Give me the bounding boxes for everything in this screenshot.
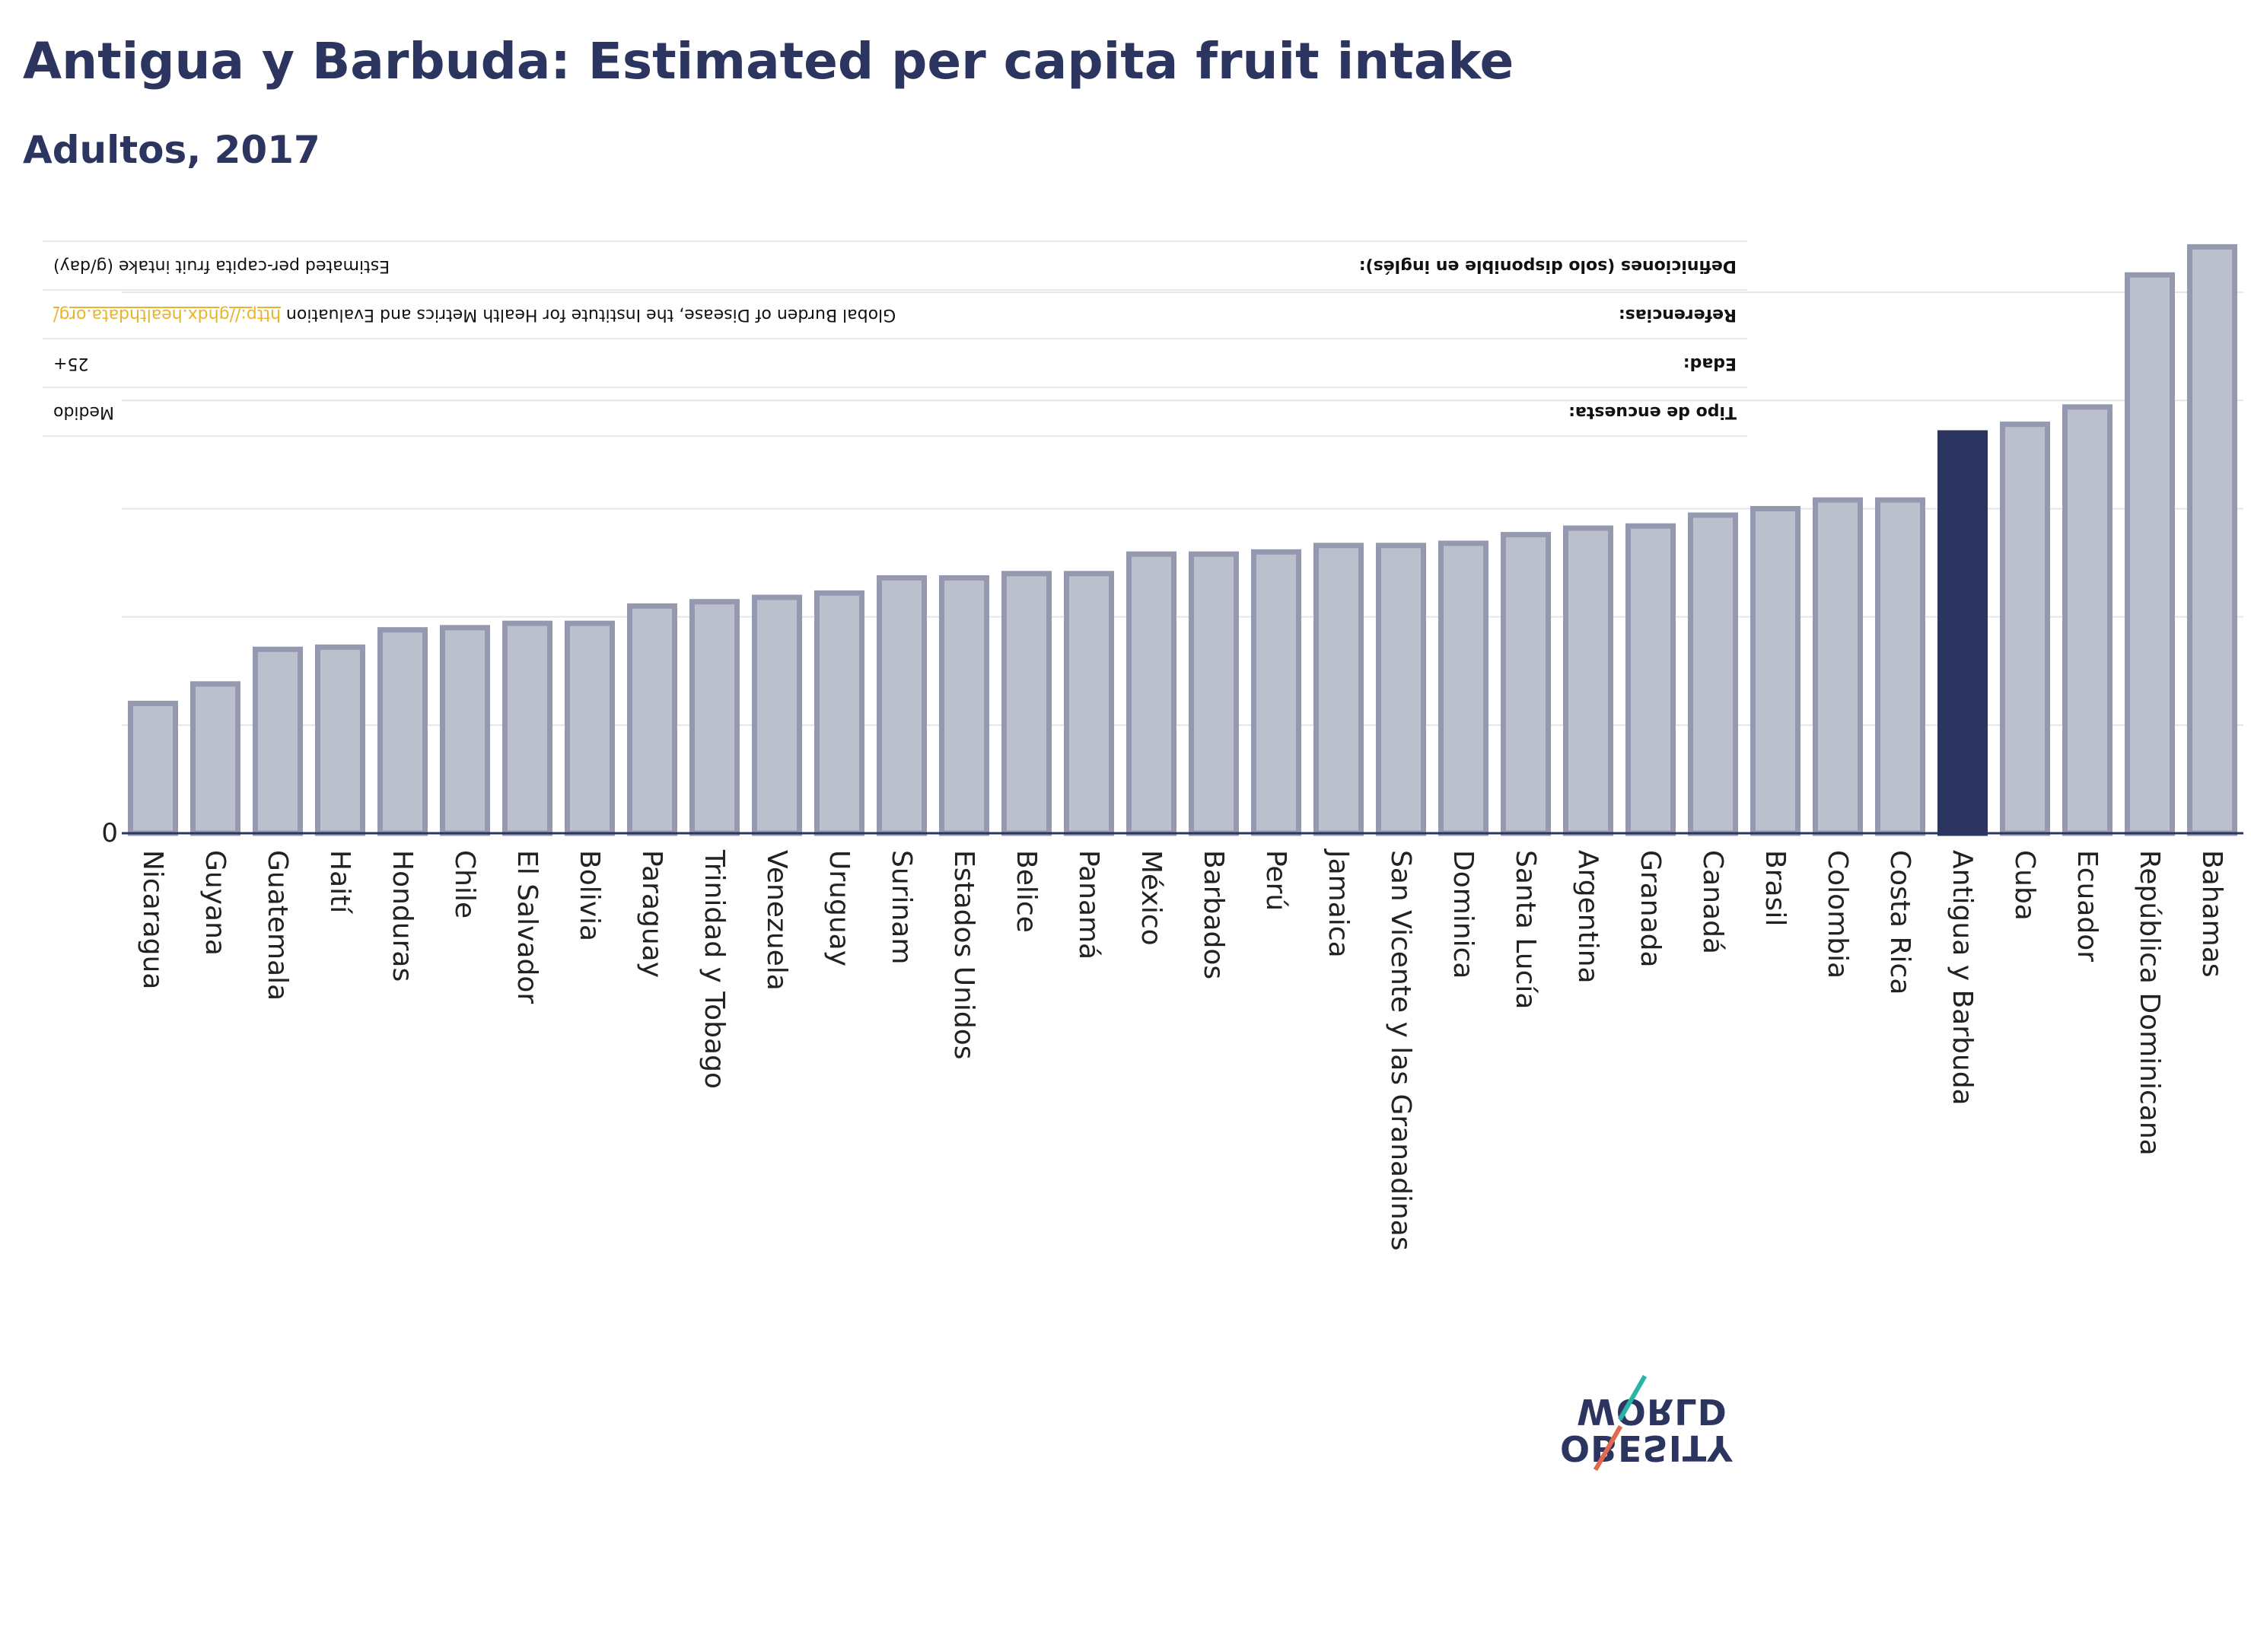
bar-trinidad-y-tobago [689, 599, 740, 836]
bar-república-dominicana [2124, 272, 2176, 836]
reference-link[interactable]: http://ghdx.healthdata.org/ [53, 305, 281, 324]
bar-belice [1001, 571, 1052, 836]
bar-panamá [1063, 571, 1115, 836]
x-tick-label: Panamá [1073, 850, 1104, 960]
x-tick-label: Surinam [886, 850, 917, 964]
bar-barbados [1188, 551, 1240, 836]
meta-value: Medido [53, 403, 115, 422]
x-tick-label: Cuba [2009, 850, 2040, 921]
meta-label: Tipo de encuesta: [1568, 403, 1737, 422]
reference-text: Global Burden of Disease, the Institute … [285, 305, 896, 324]
x-tick-label: Santa Lucía [1510, 850, 1541, 1009]
bar-dominica [1438, 540, 1489, 836]
world-obesity-logo: OBESITY WORLD [1560, 1362, 1758, 1472]
bar-santa-lucía [1500, 532, 1552, 836]
x-tick-label: Bahamas [2196, 850, 2227, 978]
meta-label: Edad: [1683, 354, 1737, 373]
meta-value: Global Burden of Disease, the Institute … [53, 305, 896, 324]
meta-row-edad: Edad: 25+ [43, 339, 1747, 388]
logo-text-obesity: OBESITY [1560, 1428, 1734, 1469]
meta-label: Definiciones (solo disponible en inglés)… [1358, 256, 1737, 275]
x-tick-label: Colombia [1822, 850, 1853, 979]
bar-ecuador [2062, 404, 2113, 836]
x-tick-label: Nicaragua [137, 850, 168, 989]
x-tick-label: El Salvador [511, 850, 543, 1004]
x-tick-label: Trinidad y Tobago [699, 849, 730, 1089]
bar-perú [1250, 549, 1302, 836]
bar-canadá [1687, 512, 1739, 836]
meta-row-referencias: Referencias: Global Burden of Disease, t… [43, 291, 1747, 339]
x-tick-label: Honduras [387, 850, 418, 982]
bar-brasil [1750, 505, 1801, 836]
meta-row-definiciones: Definiciones (solo disponible en inglés)… [43, 240, 1747, 291]
bar-guatemala [252, 646, 304, 836]
bar-honduras [377, 627, 428, 836]
bar-granada [1625, 523, 1676, 836]
bar-jamaica [1313, 543, 1364, 836]
x-tick-label: Uruguay [823, 850, 855, 966]
x-tick-label: Estados Unidos [948, 850, 979, 1060]
bar-haití [314, 644, 366, 836]
bar-surinam [876, 575, 928, 836]
logo-text-world: WORLD [1577, 1391, 1727, 1432]
bar-bolivia [564, 620, 616, 836]
x-tick-label: México [1135, 850, 1167, 946]
bar-colombia [1812, 497, 1864, 836]
x-tick-label: Guatemala [262, 850, 293, 1001]
bar-méxico [1126, 551, 1177, 836]
meta-label: Referencias: [1618, 305, 1737, 324]
x-tick-label: Bolivia [574, 850, 605, 941]
bar-san-vicente-y-las-granadinas [1375, 543, 1427, 836]
x-tick-label: Dominica [1447, 850, 1479, 979]
meta-row-tipo: Tipo de encuesta: Medido [43, 388, 1747, 437]
x-tick-label: Antigua y Barbuda [1947, 850, 1978, 1106]
meta-value: 25+ [53, 354, 89, 373]
x-tick-label: San Vicente y las Granadinas [1385, 850, 1416, 1251]
bar-argentina [1562, 525, 1614, 836]
x-tick-label: Jamaica [1323, 848, 1354, 958]
x-tick-label: Canadá [1697, 850, 1728, 954]
bar-estados-unidos [938, 575, 990, 836]
x-tick-label: Venezuela [761, 850, 792, 991]
x-tick-label: Guyana [199, 850, 231, 956]
bar-paraguay [626, 603, 678, 836]
bar-venezuela [751, 594, 803, 836]
survey-info-table: Tipo de encuesta: Medido Edad: 25+ Refer… [43, 240, 1747, 437]
x-tick-labels: Nicaragua Guyana Guatemala Haití Honduras Chi… [137, 848, 2227, 1251]
y-tick-label: 0 [101, 818, 118, 848]
x-tick-label: Belice [1011, 850, 1042, 933]
x-tick-label: Haití [324, 850, 355, 914]
x-tick-label: Chile [449, 850, 480, 918]
x-tick-label: Granada [1635, 850, 1666, 968]
x-tick-label: República Dominicana [2134, 850, 2165, 1156]
x-tick-label: Ecuador [2071, 850, 2103, 962]
bar-nicaragua [127, 700, 179, 836]
bar-guyana [189, 681, 241, 836]
bar-el-salvador [501, 620, 553, 836]
bar-bahamas [2186, 244, 2238, 836]
chart-title: Antigua y Barbuda: Estimated per capita … [23, 32, 1514, 91]
x-tick-label: Brasil [1759, 850, 1791, 926]
chart-subtitle: Adultos, 2017 [23, 128, 320, 172]
x-tick-label: Perú [1260, 850, 1291, 911]
x-tick-label: Barbados [1198, 850, 1229, 979]
bar-uruguay [813, 590, 865, 836]
bar-cuba [1999, 422, 2051, 836]
x-tick-label: Costa Rica [1884, 850, 1915, 995]
bar-chile [439, 625, 491, 836]
bar-costa-rica [1874, 497, 1926, 836]
bar-antigua-y-barbuda [1937, 430, 1988, 836]
x-tick-label: Paraguay [636, 850, 667, 978]
x-tick-label: Argentina [1572, 850, 1603, 984]
meta-value: Estimated per-capita fruit intake (g/day… [53, 256, 390, 275]
